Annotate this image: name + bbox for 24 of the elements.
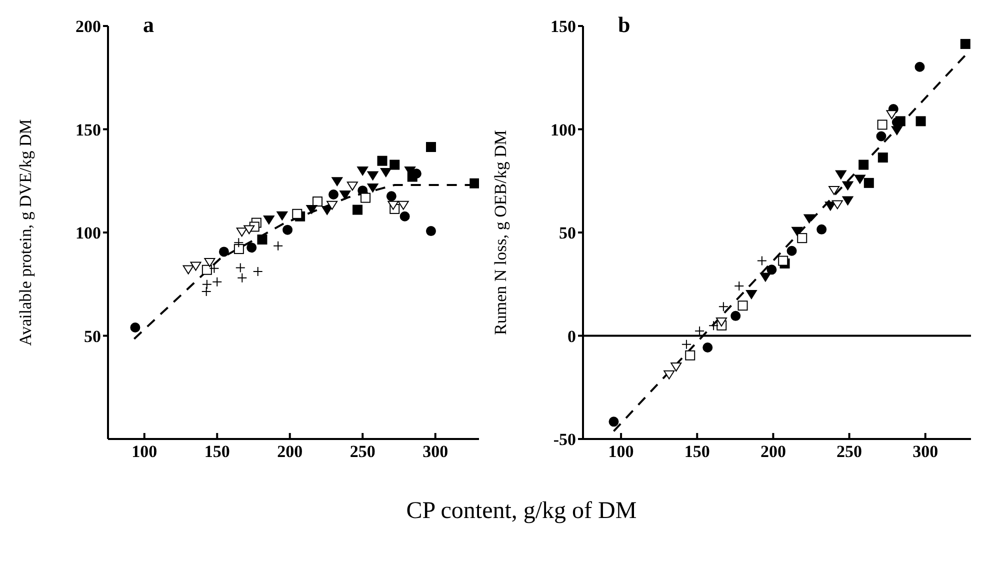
y-tick-label: 100 xyxy=(76,224,101,243)
x-tick-label: 100 xyxy=(132,442,158,462)
y-tick-label: 150 xyxy=(550,17,576,36)
y-tick-label: 50 xyxy=(559,224,576,243)
y-tick-label: 0 xyxy=(568,326,576,346)
x-tick-label: 200 xyxy=(760,442,786,462)
y-tick-label: 150 xyxy=(76,120,101,140)
y-axis-title: Available protein, g DVE/kg DM xyxy=(16,119,36,346)
x-tick-label: 100 xyxy=(608,442,634,462)
x-tick-label: 200 xyxy=(277,442,303,462)
y-axis-title: Rumen N loss, g OEB/kg DM xyxy=(491,130,510,335)
y-tick-label: 100 xyxy=(550,120,576,140)
x-axis-title: CP content, g/kg of DM xyxy=(405,498,638,525)
x-tick-label: 150 xyxy=(684,442,710,462)
x-tick-label: 300 xyxy=(422,442,448,462)
chart-title: b xyxy=(618,12,630,38)
y-tick-label: -50 xyxy=(553,430,576,450)
chart-title: a xyxy=(143,12,154,38)
y-tick-label: 50 xyxy=(84,326,101,346)
y-tick-label: 200 xyxy=(76,17,101,36)
x-tick-label: 250 xyxy=(350,442,376,462)
x-tick-label: 250 xyxy=(836,442,862,462)
x-tick-label: 150 xyxy=(204,442,230,462)
x-tick-label: 300 xyxy=(912,442,938,462)
